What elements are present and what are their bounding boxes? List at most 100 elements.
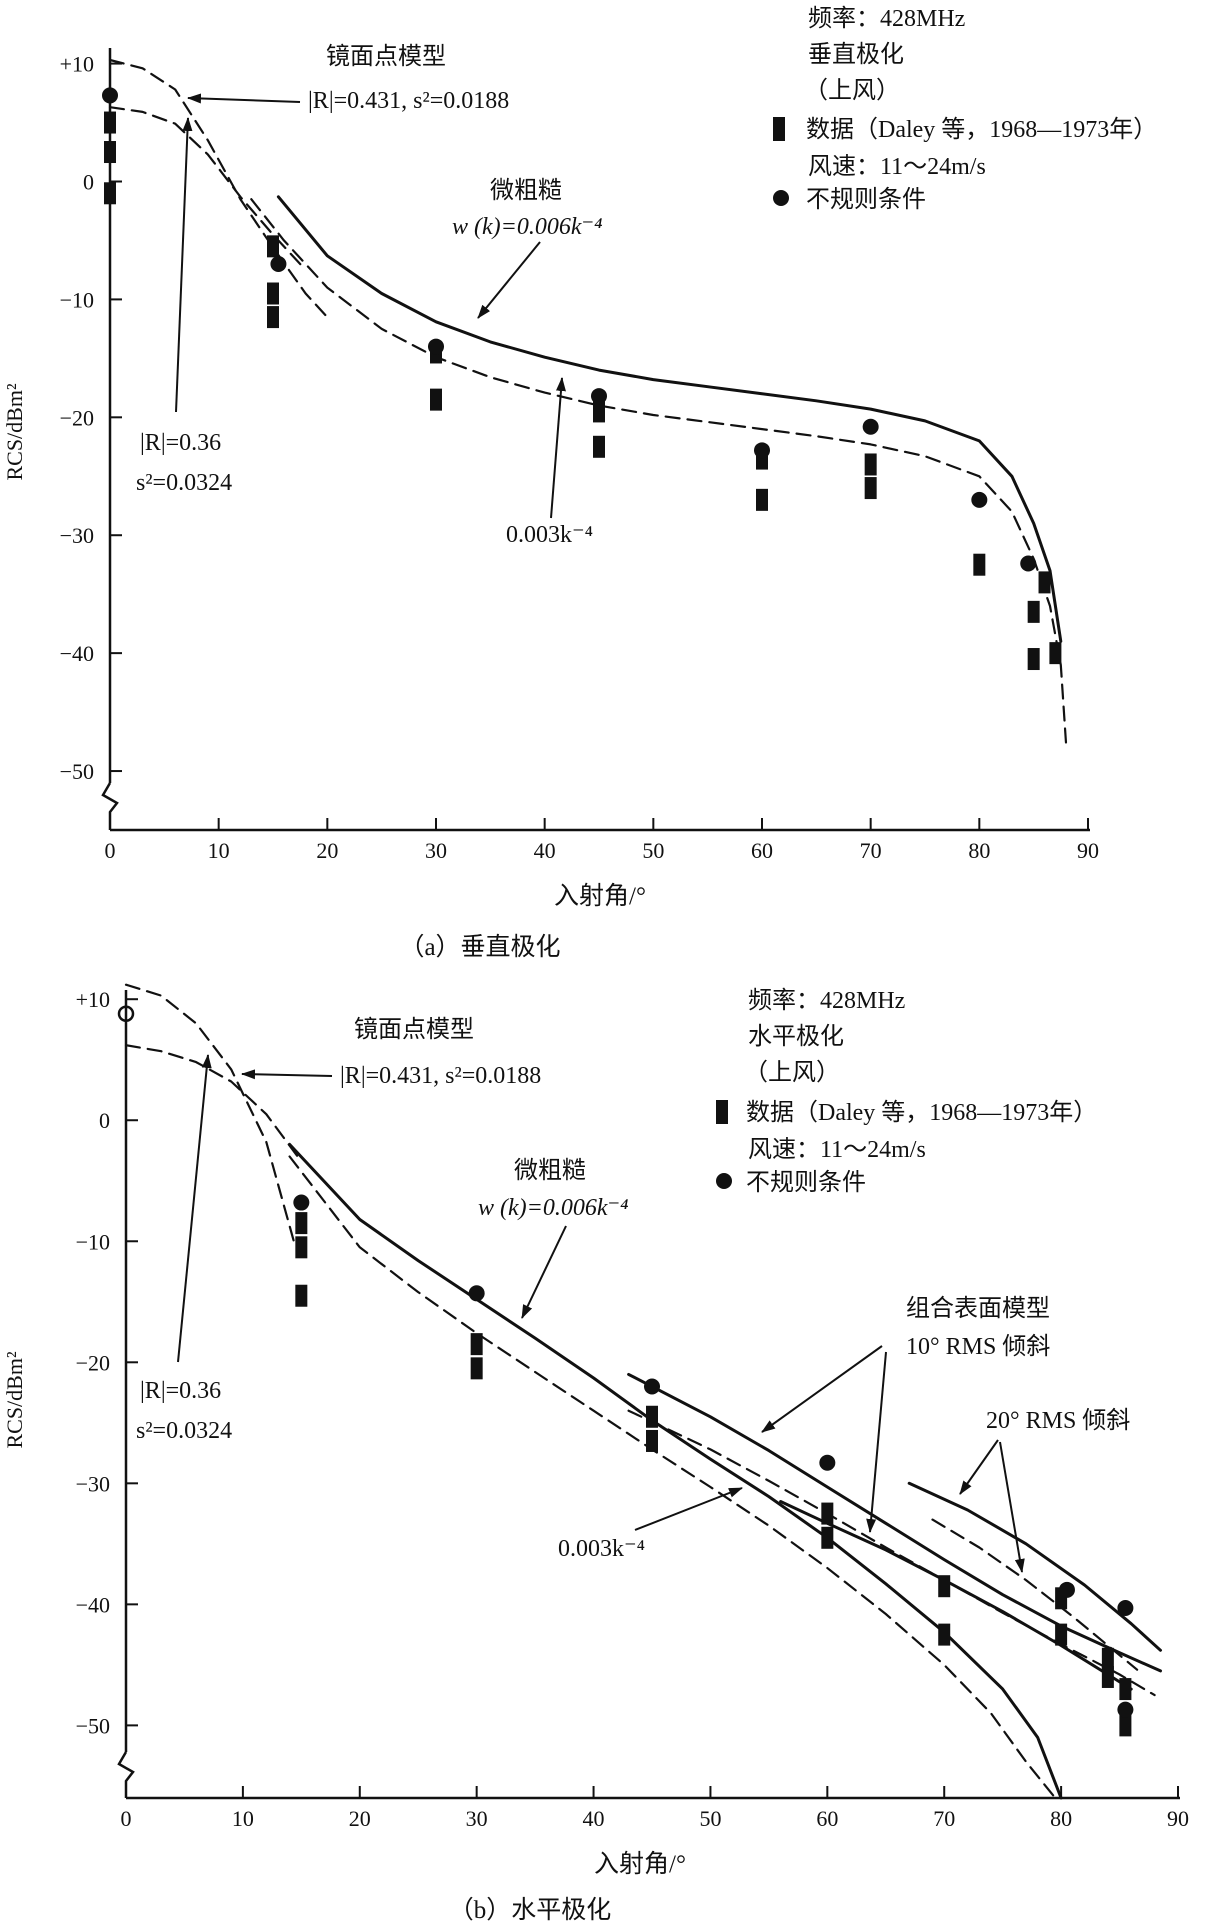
irregular-point [1117,1701,1134,1718]
data-point [104,141,116,164]
irregular-point [270,256,287,273]
series-line-2 [124,1044,303,1163]
panel-a-x-ticks: 0 10 20 30 40 50 60 70 80 90 [105,818,1099,863]
irregular-point [468,1285,485,1302]
open-point [117,1005,135,1022]
panel-a-small-rough-formula: w (k)=0.006k⁻⁴ [452,214,603,240]
irregular-point [644,1378,660,1395]
x-tick-label: 90 [1167,1806,1189,1831]
x-tick-label: 50 [699,1806,721,1831]
series-line-4 [288,1155,1057,1800]
series-line-8 [907,1481,1162,1652]
panel-a-legend-irregular-marker [773,190,789,206]
data-point [1101,1665,1114,1688]
data-point [295,1284,308,1307]
irregular-point [1020,555,1037,572]
series-line-6 [627,1409,1156,1697]
panel-a-small-rough-arrow [477,241,541,319]
panel-b-specular-params: |R|=0.431, s²=0.0188 [340,1063,541,1089]
data-point [267,235,279,258]
y-tick-label: −50 [76,1713,110,1738]
panel-b-specular-label: 镜面点模型 [354,1016,474,1043]
data-point [646,1429,658,1452]
panel-b-tilt20-arrow-2 [999,1441,1025,1573]
series-line-3 [276,195,1063,643]
panel-b-r036-label: |R|=0.36 [140,1378,221,1404]
panel-b-legend-frequency: 频率：428MHz [748,987,905,1014]
panel-a-legend-data: 数据（Daley 等，1968—1973年） [806,116,1157,143]
data-point [593,400,605,423]
series-line-7 [779,1500,1133,1691]
panel-b-legend: 频率：428MHz 水平极化 （上风） 数据（Daley 等，1968—1973… [716,987,1097,1196]
x-tick-label: 20 [316,838,338,863]
irregular-point [819,1454,836,1471]
x-tick-label: 40 [534,838,556,863]
panel-a-r036-label: |R|=0.36 [140,430,221,456]
panel-b-k0003-arrow [634,1487,743,1531]
panel-b-specular-arrow [241,1069,333,1080]
panel-a-axes [101,48,1090,832]
panel-a-specular-arrow [187,93,301,104]
irregular-point [428,338,444,355]
panel-b-r036-arrow [177,1054,212,1363]
panel-b-s0324-label: s²=0.0324 [136,1418,232,1444]
data-point [756,488,768,511]
panel-b-tilt10-arrow-1 [761,1345,883,1433]
series-line-2 [108,106,307,271]
y-tick-label: −40 [76,1592,110,1617]
x-tick-label: 10 [208,838,230,863]
panel-b-x-ticks: 0 10 20 30 40 50 60 70 80 90 [121,1786,1189,1831]
y-tick-label: −30 [76,1471,110,1496]
x-tick-label: 80 [968,838,990,863]
y-tick-label: −50 [60,759,94,784]
panel-b-composite-label: 组合表面模型 [906,1295,1050,1322]
data-point [821,1502,834,1525]
x-tick-label: 90 [1077,838,1099,863]
x-tick-label: 80 [1050,1806,1072,1831]
panel-b-legend-wind: （上风） [744,1059,840,1086]
data-point [864,453,877,476]
panel-b-tilt10-label: 10° RMS 倾斜 [906,1333,1050,1360]
data-point [430,388,442,411]
panel-b-tilt10-arrow-2 [866,1351,887,1533]
series-line-5 [627,1372,1162,1673]
data-point [646,1405,658,1428]
data-point [938,1575,951,1598]
y-tick-label: −20 [60,405,94,430]
panel-b-legend-data-marker [716,1100,728,1124]
irregular-point [971,491,988,508]
panel-b-small-rough-arrow [521,1225,567,1319]
y-tick-label: +10 [60,52,94,77]
panel-a-y-axis-label: RCS/dBm² [2,383,27,480]
panel-a-legend: 频率：428MHz 垂直极化 （上风） 数据（Daley 等，1968—1973… [773,5,1157,213]
panel-a-caption: （a）垂直极化 [399,933,560,961]
data-point [973,553,986,576]
x-tick-label: 40 [583,1806,605,1831]
data-point [1038,571,1051,594]
panel-b-horizontal-polarization: 0 10 20 30 40 50 60 70 80 90 +100−10−20−30−40−50 … [2,983,1189,1924]
y-tick-label: −30 [60,523,94,548]
data-point [1027,648,1040,671]
panel-b-axis-break [117,1751,135,1798]
panel-b-legend-data: 数据（Daley 等，1968—1973年） [746,1099,1097,1126]
data-point [864,477,877,500]
data-point [821,1526,834,1549]
panel-b-legend-polarization: 水平极化 [748,1023,844,1050]
data-point [295,1236,308,1259]
irregular-point [862,418,879,435]
y-tick-label: 0 [99,1108,110,1133]
data-point [1049,642,1062,665]
panel-b-small-rough-formula: w (k)=0.006k⁻⁴ [478,1195,629,1221]
x-tick-label: 60 [816,1806,838,1831]
panel-a-k0003-label: 0.003k⁻⁴ [506,522,593,548]
panel-a-axis-break [101,782,119,830]
y-tick-label: 0 [83,169,94,194]
x-tick-label: 50 [642,838,664,863]
series-line-1 [108,58,329,319]
irregular-point [1058,1581,1075,1598]
panel-a-k0003-arrow [550,377,566,519]
panel-a-s0324-label: s²=0.0324 [136,470,232,496]
panel-b-legend-irregular-marker [716,1173,732,1189]
data-point [1101,1647,1114,1670]
